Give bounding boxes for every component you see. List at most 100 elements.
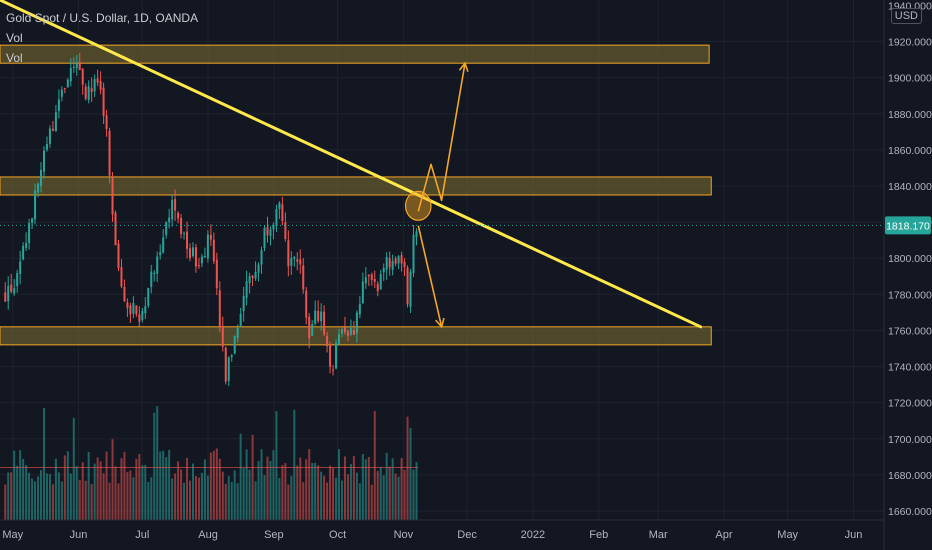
candle-body	[129, 305, 132, 315]
volume-bar	[391, 458, 394, 520]
symbol-title[interactable]: Gold Spot / U.S. Dollar, 1D, OANDA	[6, 11, 199, 25]
candle-body	[81, 68, 84, 85]
volume-bars	[0, 406, 419, 520]
projection-arrow-down[interactable]	[417, 225, 443, 327]
candle-body	[90, 88, 93, 92]
volume-bar	[323, 475, 326, 520]
candle-body	[284, 222, 287, 240]
candle-body	[42, 150, 45, 172]
price-zone[interactable]	[0, 44, 710, 64]
candle-body	[51, 128, 54, 131]
volume-bar	[227, 476, 230, 520]
time-tick-label: Oct	[329, 529, 346, 541]
candle-body	[156, 256, 159, 274]
candle-body	[355, 312, 358, 334]
breakout-ellipse[interactable]	[404, 190, 432, 221]
candle-body	[84, 86, 87, 99]
candle-body	[332, 369, 335, 371]
volume-bar	[120, 458, 123, 520]
trendline[interactable]	[0, 0, 703, 329]
volume-bar	[4, 484, 7, 520]
price-zone[interactable]	[0, 326, 712, 346]
candle-body	[177, 212, 180, 219]
volume-bar	[57, 472, 60, 520]
price-zone[interactable]	[0, 176, 712, 196]
volume-bar	[358, 483, 361, 520]
volume-bar	[224, 483, 227, 520]
candle-body	[391, 260, 394, 270]
volume-bar	[269, 460, 272, 520]
time-axis[interactable]: May Jun Jul Aug Sep Oct Nov Dec 2022 Feb Mar Apr May…	[2, 529, 862, 541]
time-tick-label: Apr	[715, 529, 732, 541]
volume-bar	[314, 462, 317, 520]
candle-body	[290, 258, 293, 266]
volume-label[interactable]: Vol	[6, 31, 23, 45]
volume-bar	[72, 417, 75, 520]
candle-body	[159, 252, 162, 256]
volume-bar	[114, 466, 117, 520]
candle-body	[168, 217, 171, 223]
volume-bar	[403, 470, 406, 520]
candle-body	[197, 265, 200, 267]
candle-body	[63, 88, 66, 90]
candle-body	[40, 169, 43, 187]
candle-body	[25, 243, 28, 248]
volume-bar	[200, 472, 203, 520]
candle-body	[266, 226, 269, 236]
volume-bar	[183, 482, 186, 520]
candle-body	[293, 257, 296, 259]
time-tick-label: 2022	[521, 529, 545, 541]
candle-body	[108, 130, 111, 176]
candle-body	[275, 209, 278, 227]
projection-arrow-up[interactable]	[417, 63, 466, 212]
volume-bar	[37, 476, 40, 520]
volume-bar	[25, 465, 28, 520]
price-axis[interactable]: 1920.000 1900.000 1880.000 1860.000 1840.000…	[888, 0, 932, 518]
volume-bar	[171, 478, 174, 520]
currency-button[interactable]: USD	[890, 8, 922, 24]
volume-bar	[400, 457, 403, 520]
drawings[interactable]	[0, 0, 703, 329]
volume-bar	[138, 454, 141, 520]
volume-ma-label[interactable]: Vol	[6, 51, 23, 65]
candle-body	[141, 310, 144, 321]
volume-bar	[326, 482, 329, 520]
candle-body	[37, 183, 40, 193]
candle-body	[251, 275, 254, 278]
time-tick-label: Nov	[394, 529, 414, 541]
candle-body	[60, 89, 63, 97]
volume-bar	[397, 476, 400, 520]
volume-bar	[99, 461, 102, 520]
volume-bar	[245, 449, 248, 520]
volume-bar	[168, 449, 171, 520]
candle-body	[138, 314, 141, 322]
candle-body	[346, 331, 349, 336]
price-tick-label: 1660.000	[888, 506, 932, 518]
candle-body	[388, 257, 391, 268]
volume-bar	[144, 464, 147, 520]
candle-body	[394, 258, 397, 264]
volume-bar	[156, 406, 159, 520]
horizontal-zones[interactable]	[0, 44, 712, 346]
volume-bar	[87, 451, 90, 520]
volume-bar	[135, 458, 138, 520]
volume-bar	[335, 477, 338, 520]
volume-bar	[10, 472, 13, 520]
candle-body	[78, 62, 81, 71]
candle-body	[186, 231, 189, 249]
candle-body	[191, 247, 194, 257]
volume-bar	[111, 439, 114, 520]
volume-bar	[296, 465, 299, 520]
volume-bar	[352, 456, 355, 520]
volume-bar	[63, 455, 66, 520]
volume-bar	[7, 472, 10, 520]
price-tick-label: 1860.000	[888, 145, 932, 157]
volume-bar	[221, 471, 224, 520]
candle-body	[224, 347, 227, 382]
volume-bar	[275, 411, 278, 520]
volume-bar	[129, 470, 132, 520]
volume-bar	[340, 480, 343, 520]
candle-body	[343, 327, 346, 333]
candle-body	[385, 256, 388, 270]
